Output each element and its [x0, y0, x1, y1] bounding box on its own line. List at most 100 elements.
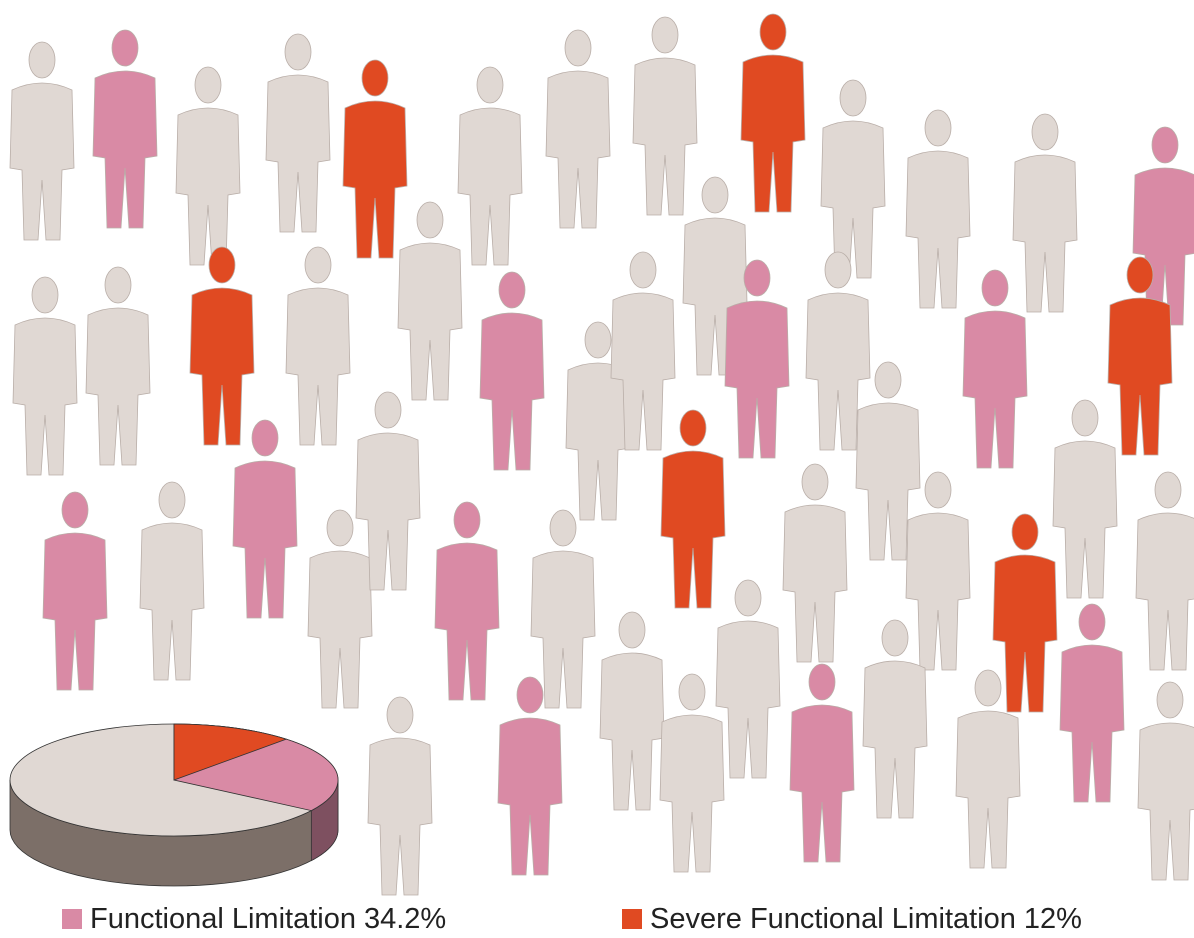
- person-head: [112, 30, 138, 66]
- person: [1138, 682, 1194, 880]
- person-body: [661, 451, 725, 608]
- person: [480, 272, 544, 470]
- person: [1060, 604, 1124, 802]
- person-head: [744, 260, 770, 296]
- person-body: [566, 363, 630, 520]
- person-head: [252, 420, 278, 456]
- person-body: [1138, 723, 1194, 880]
- person-head: [982, 270, 1008, 306]
- person-body: [43, 533, 107, 690]
- person-head: [32, 277, 58, 313]
- person: [190, 247, 254, 445]
- person-body: [546, 71, 610, 228]
- person-body: [600, 653, 664, 810]
- person-head: [825, 252, 851, 288]
- person-body: [368, 738, 432, 895]
- person-body: [956, 711, 1020, 868]
- person: [343, 60, 407, 258]
- person-body: [308, 551, 372, 708]
- person-body: [1060, 645, 1124, 802]
- person-head: [1079, 604, 1105, 640]
- person-head: [550, 510, 576, 546]
- person-head: [925, 472, 951, 508]
- person-body: [1108, 298, 1172, 455]
- person-head: [882, 620, 908, 656]
- person-head: [1152, 127, 1178, 163]
- person-head: [735, 580, 761, 616]
- legend-value: 34.2%: [364, 903, 446, 935]
- person-body: [286, 288, 350, 445]
- person-head: [517, 677, 543, 713]
- person-head: [619, 612, 645, 648]
- person-body: [140, 523, 204, 680]
- person-body: [398, 243, 462, 400]
- person-head: [29, 42, 55, 78]
- person-body: [906, 151, 970, 308]
- person-body: [1013, 155, 1077, 312]
- person-body: [1136, 513, 1194, 670]
- person: [531, 510, 595, 708]
- person: [93, 30, 157, 228]
- person: [43, 492, 107, 690]
- person-head: [1127, 257, 1153, 293]
- person-body: [783, 505, 847, 662]
- person-body: [480, 313, 544, 470]
- person-body: [498, 718, 562, 875]
- person: [716, 580, 780, 778]
- person-body: [725, 301, 789, 458]
- person-head: [802, 464, 828, 500]
- person: [286, 247, 350, 445]
- legend-swatch: [622, 909, 642, 929]
- person-body: [906, 513, 970, 670]
- person: [783, 464, 847, 662]
- person-head: [362, 60, 388, 96]
- person: [546, 30, 610, 228]
- person-head: [499, 272, 525, 308]
- person-head: [417, 202, 443, 238]
- person-head: [760, 14, 786, 50]
- person: [906, 472, 970, 670]
- person-head: [1157, 682, 1183, 718]
- person-head: [159, 482, 185, 518]
- person: [398, 202, 462, 400]
- person: [13, 277, 77, 475]
- person-body: [1053, 441, 1117, 598]
- person-head: [840, 80, 866, 116]
- person: [368, 697, 432, 895]
- person-body: [266, 75, 330, 232]
- person: [660, 674, 724, 872]
- person: [458, 67, 522, 265]
- person: [1133, 127, 1194, 325]
- person-head: [387, 697, 413, 733]
- person-head: [809, 664, 835, 700]
- person: [176, 67, 240, 265]
- person: [308, 510, 372, 708]
- person-head: [62, 492, 88, 528]
- person-head: [702, 177, 728, 213]
- person-body: [633, 58, 697, 215]
- person: [266, 34, 330, 232]
- person-head: [652, 17, 678, 53]
- person-head: [327, 510, 353, 546]
- person-head: [975, 670, 1001, 706]
- pie-chart: [10, 724, 338, 886]
- person-head: [285, 34, 311, 70]
- person: [993, 514, 1057, 712]
- person-body: [13, 318, 77, 475]
- legend-swatch: [62, 909, 82, 929]
- person-head: [875, 362, 901, 398]
- person: [863, 620, 927, 818]
- person-head: [1155, 472, 1181, 508]
- person-head: [477, 67, 503, 103]
- person-body: [993, 555, 1057, 712]
- person: [661, 410, 725, 608]
- legend-name: Functional Limitation: [90, 903, 356, 935]
- person-body: [458, 108, 522, 265]
- person-body: [190, 288, 254, 445]
- person-head: [195, 67, 221, 103]
- person-head: [565, 30, 591, 66]
- person-body: [176, 108, 240, 265]
- person: [790, 664, 854, 862]
